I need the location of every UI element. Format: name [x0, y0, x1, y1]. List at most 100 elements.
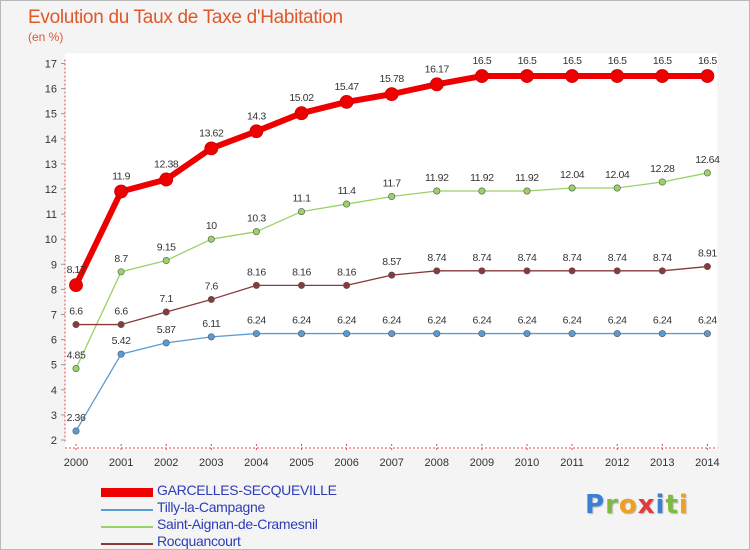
data-label: 6.24: [563, 315, 582, 327]
logo-letter: i: [678, 490, 689, 520]
series-point-1: [478, 330, 486, 338]
data-label: 11.9: [112, 171, 131, 183]
series-point-0: [520, 69, 534, 83]
series-point-2: [343, 200, 351, 208]
legend-label: Saint-Aignan-de-Cramesnil: [157, 516, 318, 532]
data-label: 16.5: [698, 55, 717, 67]
series-point-1: [343, 330, 351, 338]
series-point-0: [114, 184, 128, 199]
data-label: 11.7: [383, 178, 402, 190]
proxiti-logo: Proxiti: [585, 490, 689, 520]
data-label: 2.36: [67, 412, 86, 424]
data-label: 16.5: [563, 55, 582, 67]
series-point-1: [613, 330, 621, 338]
data-label: 8.74: [608, 252, 627, 264]
data-label: 16.5: [653, 55, 672, 67]
series-point-0: [69, 278, 83, 293]
series-point-2: [297, 208, 305, 216]
y-tick-label: 14: [45, 134, 57, 146]
logo-letter: x: [637, 490, 656, 520]
series-point-3: [117, 321, 125, 329]
series-point-1: [703, 330, 711, 338]
series-point-0: [339, 95, 354, 109]
data-label: 6.24: [653, 315, 672, 327]
data-label: 12.28: [650, 163, 675, 175]
series-point-0: [204, 141, 219, 156]
x-tick-label: 2011: [560, 457, 584, 469]
data-label: 6.24: [472, 315, 491, 327]
data-label: 6.24: [608, 315, 627, 327]
y-tick-label: 8: [51, 284, 57, 296]
data-label: 6.24: [518, 315, 537, 327]
series-point-0: [294, 106, 309, 121]
data-label: 12.64: [695, 154, 720, 166]
x-tick-label: 2010: [515, 457, 539, 469]
data-label: 6.24: [427, 315, 446, 327]
series-point-2: [162, 257, 170, 265]
data-label: 5.42: [112, 335, 131, 347]
data-label: 8.74: [518, 252, 537, 264]
x-tick-label: 2006: [334, 457, 358, 469]
data-label: 8.16: [337, 266, 356, 278]
x-tick-label: 2003: [199, 457, 223, 469]
series-point-3: [568, 267, 576, 275]
series-point-3: [252, 281, 260, 289]
data-label: 10.3: [247, 213, 266, 225]
y-tick-label: 10: [45, 234, 57, 246]
y-tick-label: 5: [51, 360, 57, 372]
data-label: 14.3: [247, 110, 266, 122]
logo-letter: i: [655, 490, 666, 520]
data-label: 8.74: [653, 252, 672, 264]
legend-label: Rocquancourt: [157, 533, 241, 549]
series-point-3: [343, 281, 351, 289]
data-label: 8.74: [563, 252, 582, 264]
x-tick-label: 2005: [289, 457, 313, 469]
y-tick-label: 13: [45, 159, 57, 171]
data-label: 11.4: [338, 185, 357, 197]
data-label: 7.6: [205, 280, 219, 292]
series-point-0: [429, 77, 444, 92]
chart-subtitle: (en %): [28, 30, 64, 44]
series-point-1: [433, 330, 441, 338]
legend-swatch: [101, 488, 153, 497]
data-label: 5.87: [157, 324, 176, 336]
x-tick-label: 2000: [64, 457, 88, 469]
series-point-1: [252, 330, 260, 338]
y-tick-label: 11: [46, 209, 57, 221]
y-tick-label: 3: [51, 410, 57, 422]
data-label: 8.16: [292, 266, 311, 278]
data-label: 6.24: [698, 315, 717, 327]
data-label: 9.15: [157, 242, 176, 254]
data-label: 12.04: [560, 169, 585, 181]
data-label: 7.1: [159, 293, 173, 305]
x-tick-label: 2001: [109, 457, 133, 469]
data-label: 11.92: [515, 172, 539, 184]
data-label: 11.1: [292, 193, 311, 205]
legend-swatch: [101, 543, 153, 545]
data-label: 10: [206, 220, 217, 232]
series-point-2: [658, 178, 666, 186]
data-label: 8.57: [382, 256, 401, 268]
series-point-2: [252, 228, 260, 236]
series-point-0: [610, 69, 625, 83]
series-point-0: [565, 69, 579, 83]
series-point-0: [384, 87, 399, 102]
data-label: 6.11: [202, 318, 221, 330]
series-point-2: [568, 184, 576, 192]
series-point-0: [159, 172, 174, 187]
data-label: 16.17: [425, 63, 450, 75]
data-label: 16.5: [472, 55, 491, 67]
data-label: 6.24: [292, 315, 311, 327]
logo-letter: t: [665, 490, 679, 520]
series-point-3: [207, 295, 215, 303]
series-point-2: [72, 364, 80, 372]
series-point-2: [613, 184, 621, 192]
legend-label: GARCELLES-SECQUEVILLE: [157, 482, 337, 498]
data-label: 8.16: [247, 266, 266, 278]
series-point-1: [523, 330, 531, 338]
data-label: 8.74: [427, 252, 446, 264]
x-tick-label: 2002: [154, 457, 178, 469]
series-point-2: [388, 193, 396, 201]
series-point-1: [162, 339, 170, 347]
series-point-1: [207, 333, 215, 341]
